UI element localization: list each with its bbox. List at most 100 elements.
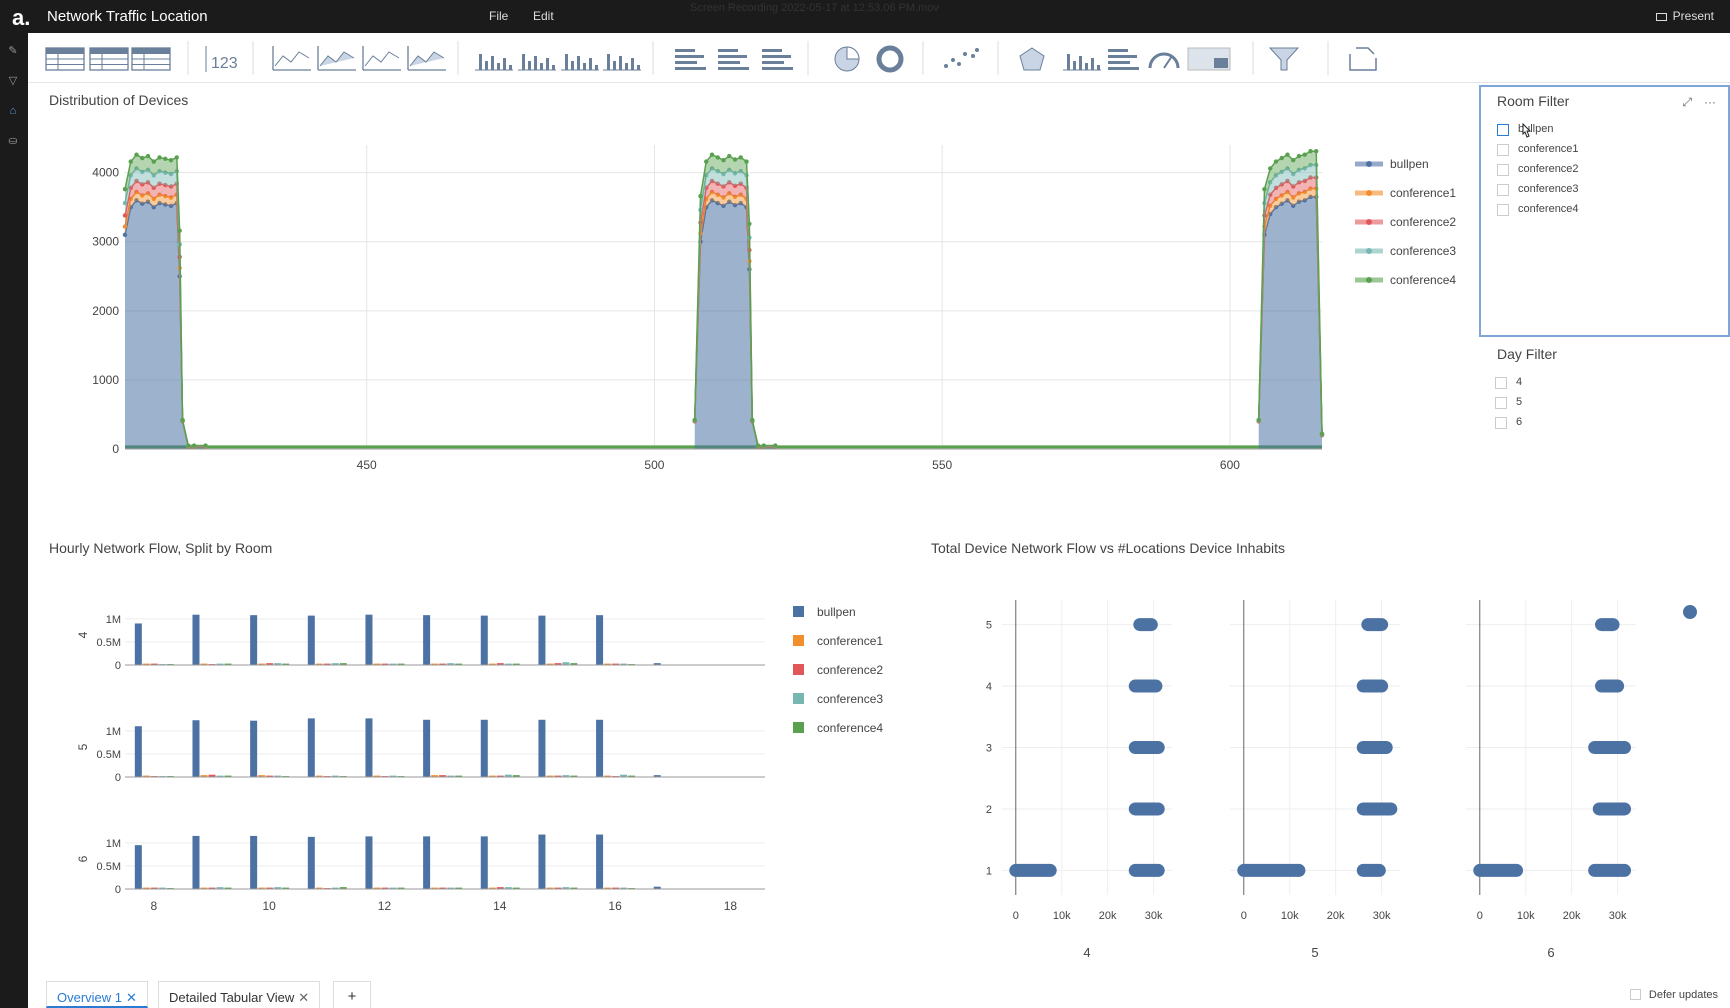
- legend-label: conference3: [817, 692, 883, 706]
- bar-conference2: [266, 887, 274, 889]
- point-conference3: [145, 167, 151, 173]
- filter-icon[interactable]: ▽: [8, 75, 18, 87]
- grouped-column-icon[interactable]: [518, 54, 556, 71]
- tab-detailed-tabular-view[interactable]: Detailed Tabular View ✕: [158, 981, 321, 1008]
- bar-conference1: [488, 663, 496, 665]
- bar-conference2: [496, 663, 504, 665]
- paint-icon[interactable]: ⛀: [8, 135, 18, 147]
- bar-conference1: [546, 887, 554, 889]
- checkbox[interactable]: [1495, 397, 1507, 409]
- point-conference4: [1308, 149, 1313, 154]
- pivot-table-icon[interactable]: [89, 47, 129, 71]
- checkbox[interactable]: [1495, 417, 1507, 429]
- edit-icon[interactable]: ✎: [8, 45, 18, 57]
- point-conference2: [704, 185, 709, 191]
- bar-conference1: [258, 663, 266, 665]
- point-conference3: [163, 170, 168, 175]
- horizontal-bar-icon[interactable]: [675, 49, 706, 70]
- home-icon[interactable]: ⌂: [9, 105, 17, 117]
- checkbox[interactable]: [1497, 144, 1509, 156]
- point-conference4: [1256, 417, 1261, 423]
- defer-updates-toggle[interactable]: Defer updates: [1629, 989, 1718, 1001]
- bar-bullpen: [538, 615, 546, 665]
- bar-bullpen: [596, 834, 604, 889]
- y-tick-label: 3: [986, 743, 992, 755]
- more-icon[interactable]: ···: [1704, 95, 1716, 109]
- checkbox[interactable]: [1495, 377, 1507, 389]
- pie-chart-icon[interactable]: [834, 46, 860, 72]
- bar-conference1: [315, 663, 323, 665]
- point-conference2: [128, 185, 133, 191]
- point-conference4: [128, 159, 133, 164]
- point-conference4: [773, 443, 778, 448]
- bar-bullpen: [250, 835, 258, 889]
- kpi-123-icon[interactable]: 123: [205, 46, 238, 72]
- tab-overview-1[interactable]: Overview 1 ✕: [46, 981, 148, 1008]
- bar-conference3: [158, 887, 166, 889]
- present-button[interactable]: Present: [1655, 9, 1714, 23]
- point-conference2: [134, 178, 139, 184]
- stacked-bar-icon[interactable]: [762, 49, 793, 70]
- hourly-bar-chart[interactable]: 0 0.5M 1M 4 0 0.5M 1M 5 0 0.5M 1M 6 8 10 12 14 16 18 bullp…: [60, 590, 920, 920]
- point-conference4: [1285, 152, 1290, 157]
- bar-bullpen: [480, 719, 488, 777]
- y-tick-label: 1: [986, 865, 992, 877]
- datagrid-multi-icon[interactable]: [131, 47, 171, 71]
- bar-conference1: [373, 887, 381, 889]
- x-tick-label: 18: [724, 899, 738, 913]
- devices-area-chart[interactable]: 0 1000 2000 3000 4000 450 500 550 600 bullpen conf…: [80, 135, 1480, 475]
- donut-chart-icon[interactable]: [876, 45, 904, 73]
- checkbox[interactable]: [1497, 184, 1509, 196]
- scatter-panel-title: Total Device Network Flow vs #Locations …: [931, 540, 1286, 556]
- waterfall-icon[interactable]: [1063, 54, 1101, 71]
- gauge-icon[interactable]: [1148, 52, 1180, 69]
- area-bullpen-seg1: [694, 200, 776, 449]
- checkbox[interactable]: [1497, 164, 1509, 176]
- bar-conference1: [431, 887, 439, 889]
- bar-chart-icon[interactable]: [718, 49, 749, 70]
- point-conference2: [709, 178, 715, 184]
- point-conference3: [1279, 169, 1284, 175]
- point-bullpen: [1308, 194, 1313, 200]
- treemap-icon[interactable]: [1187, 47, 1231, 71]
- stacked-column-icon[interactable]: [561, 54, 599, 71]
- export-icon[interactable]: [1349, 47, 1377, 71]
- flow-scatter-chart[interactable]: 1 2 3 4 5 0 10k 20k 30k 4 0 10k 20k 30k 5 0 10k 20k 30k 6: [980, 590, 1720, 960]
- bar-conference3: [274, 663, 282, 665]
- bullet-icon[interactable]: [1108, 49, 1139, 70]
- stacked-area-icon[interactable]: [407, 46, 446, 71]
- column-chart-icon[interactable]: [475, 54, 513, 71]
- point-conference1: [1291, 195, 1296, 200]
- point-conference2: [151, 185, 156, 191]
- bar-conference4: [397, 887, 405, 889]
- checkbox[interactable]: [1497, 204, 1509, 216]
- bar-conference1: [604, 775, 612, 777]
- combo-chart-icon[interactable]: [603, 54, 641, 71]
- close-icon[interactable]: ✕: [126, 990, 137, 1005]
- x-tick-label: 20k: [1563, 910, 1581, 922]
- bar-bullpen: [250, 720, 258, 777]
- bar-conference1: [142, 887, 150, 889]
- radar-icon[interactable]: [1019, 47, 1045, 71]
- menu-file[interactable]: File: [489, 9, 509, 23]
- point-conference4: [203, 443, 208, 448]
- bar-conference3: [389, 775, 397, 777]
- bar-conference4: [512, 663, 520, 665]
- add-tab-button[interactable]: +: [333, 981, 371, 1008]
- line-chart-icon[interactable]: [272, 46, 311, 71]
- bar-bullpen: [307, 615, 315, 665]
- expand-icon[interactable]: ⤢: [1682, 95, 1692, 109]
- filter-icon[interactable]: [1268, 47, 1300, 71]
- area-chart-icon[interactable]: [317, 46, 356, 71]
- multi-line-icon[interactable]: [362, 46, 401, 71]
- point-conference3: [1268, 180, 1273, 185]
- bar-conference2: [554, 775, 562, 777]
- datagrid-icon[interactable]: [45, 47, 85, 71]
- scatter-icon[interactable]: [944, 48, 979, 68]
- checkbox[interactable]: [1629, 989, 1641, 1000]
- point-conference4: [145, 153, 151, 159]
- checkbox[interactable]: [1497, 124, 1509, 136]
- close-icon[interactable]: ✕: [298, 990, 310, 1005]
- menu-edit[interactable]: Edit: [533, 9, 554, 23]
- point-bullpen: [721, 203, 726, 208]
